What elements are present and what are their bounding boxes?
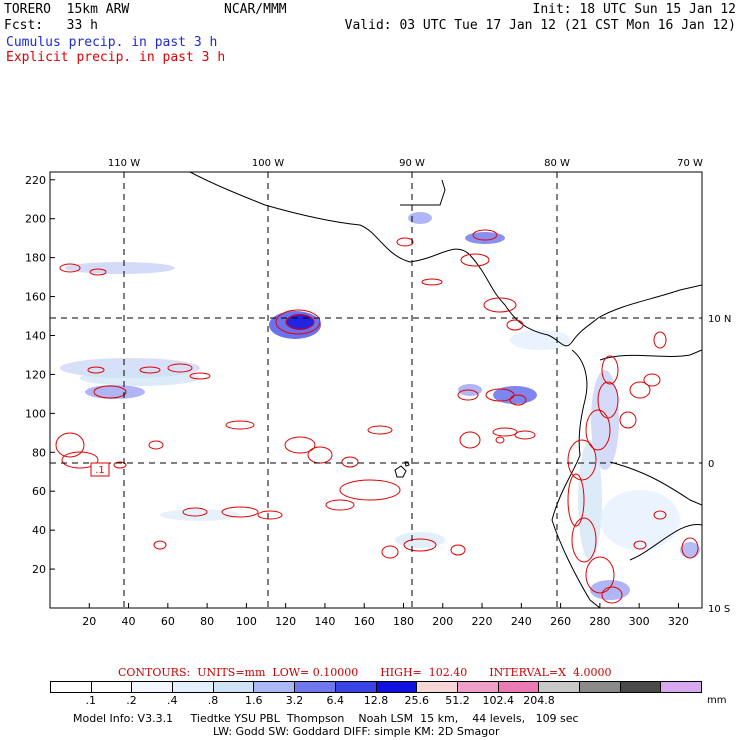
init-time: Init: 18 UTC Sun 15 Jan 12 [532,2,737,17]
colorbar-swatch [173,682,214,692]
longitude-label: 70 W [677,158,703,169]
x-tick-label: 140 [314,615,335,628]
x-tick-label: 120 [275,615,296,628]
latitude-label: 10 S [708,604,730,615]
x-tick-label: 320 [668,615,689,628]
latlon-grid [50,172,702,608]
colorbar-labels: .1 .2 .4 .8 1.6 3.2 6.4 12.8 25.6 51.2 102.4 204.8 [50,694,702,707]
longitude-label: 80 W [544,158,570,169]
x-tick-label: 260 [550,615,571,628]
colorbar-swatch [417,682,458,692]
colorbar-label: 1.6 [245,694,263,707]
colorbar-label: .2 [126,694,137,707]
y-tick-label: 140 [25,330,46,343]
contour-high: HIGH= 102.40 [380,666,468,679]
contour-label: .1 [95,465,105,476]
latitude-labels: 10 N 0 10 S [708,314,731,615]
colorbar-label: 51.2 [445,694,470,707]
y-tick-label: 200 [25,213,46,226]
colorbar-swatch [254,682,296,692]
coastlines [189,172,702,608]
x-tick-label: 160 [354,615,375,628]
model-title: TORERO 15km ARW [4,2,130,17]
legend-cumulus: Cumulus precip. in past 3 h [6,35,218,50]
latitude-label: 10 N [708,314,731,325]
x-tick-label: 280 [589,615,610,628]
colorbar-label: 3.2 [285,694,304,707]
y-tick-label: 60 [32,485,46,498]
x-tick-label: 20 [82,615,96,628]
axis-ticks [50,179,679,608]
contour-info: CONTOURS: UNITS=mm LOW= 0.10000 HIGH= 102… [118,666,633,679]
contour-label-box [90,462,110,477]
colorbar-label: .4 [167,694,178,707]
y-tick-label: 80 [32,446,46,459]
y-tick-label: 220 [25,174,46,187]
colorbar-swatch [661,682,701,692]
colorbar-swatch [295,682,336,692]
colorbar-label: 102.4 [482,694,515,707]
colorbar-label: 12.8 [363,694,389,707]
colorbar-swatch [91,682,133,692]
y-tick-label: 160 [25,291,46,304]
x-tick-label: 240 [511,615,532,628]
colorbar-swatch [132,682,174,692]
colorbar-swatch [620,682,662,692]
x-tick-label: 100 [236,615,257,628]
cumulus-shading [60,212,700,600]
x-tick-label: 40 [122,615,136,628]
x-tick-label: 180 [393,615,414,628]
explicit-contours [55,229,699,604]
colorbar-label: .1 [85,694,97,707]
longitude-label: 100 W [252,158,284,169]
colorbar-swatch [579,682,621,692]
colorbar-swatch [498,682,540,692]
colorbar-swatch [539,682,580,692]
model-info-line1: Model Info: V3.3.1 Tiedtke YSU PBL Thomp… [73,712,579,725]
x-tick-label: 200 [432,615,453,628]
contour-interval: INTERVAL=X 4.0000 [489,666,612,679]
y-tick-label: 20 [32,563,46,576]
colorbar-swatch [457,682,499,692]
x-tick-labels: 20 40 60 80 100 120 140 160 180 200 220 240 260 280 30… [82,615,689,628]
colorbar-label: 6.4 [326,694,345,707]
colorbar-swatch [51,682,92,692]
colorbar-swatch [213,682,255,692]
y-tick-label: 40 [32,524,46,537]
org-label: NCAR/MMM [224,2,287,17]
longitude-label: 90 W [399,158,425,169]
longitude-label: 110 W [108,158,140,169]
y-tick-label: 120 [25,368,46,381]
model-info-line2: LW: Godd SW: Goddard DIFF: simple KM: 2D… [213,725,500,738]
forecast-hour: Fcst: 33 h [4,18,98,33]
colorbar-label: 25.6 [404,694,430,707]
valid-time: Valid: 03 UTC Tue 17 Jan 12 (21 CST Mon … [344,18,736,33]
x-tick-label: 80 [200,615,214,628]
colorbar [50,681,702,693]
y-tick-labels: 220 200 180 160 140 120 100 80 60 40 20 [25,174,46,576]
colorbar-unit: mm [707,695,727,706]
longitude-labels: 110 W 100 W 90 W 80 W 70 W [108,158,703,169]
contour-units: CONTOURS: UNITS=mm LOW= 0.10000 [118,666,359,679]
latitude-label: 0 [708,459,714,470]
y-tick-label: 100 [25,407,46,420]
y-tick-label: 180 [25,252,46,265]
colorbar-label: .8 [207,694,219,707]
x-tick-label: 300 [629,615,650,628]
legend-explicit: Explicit precip. in past 3 h [6,50,226,65]
map-frame [49,171,703,609]
colorbar-swatch [376,682,418,692]
colorbar-label: 204.8 [523,694,555,707]
colorbar-swatch [335,682,377,692]
x-tick-label: 220 [472,615,493,628]
x-tick-label: 60 [161,615,175,628]
